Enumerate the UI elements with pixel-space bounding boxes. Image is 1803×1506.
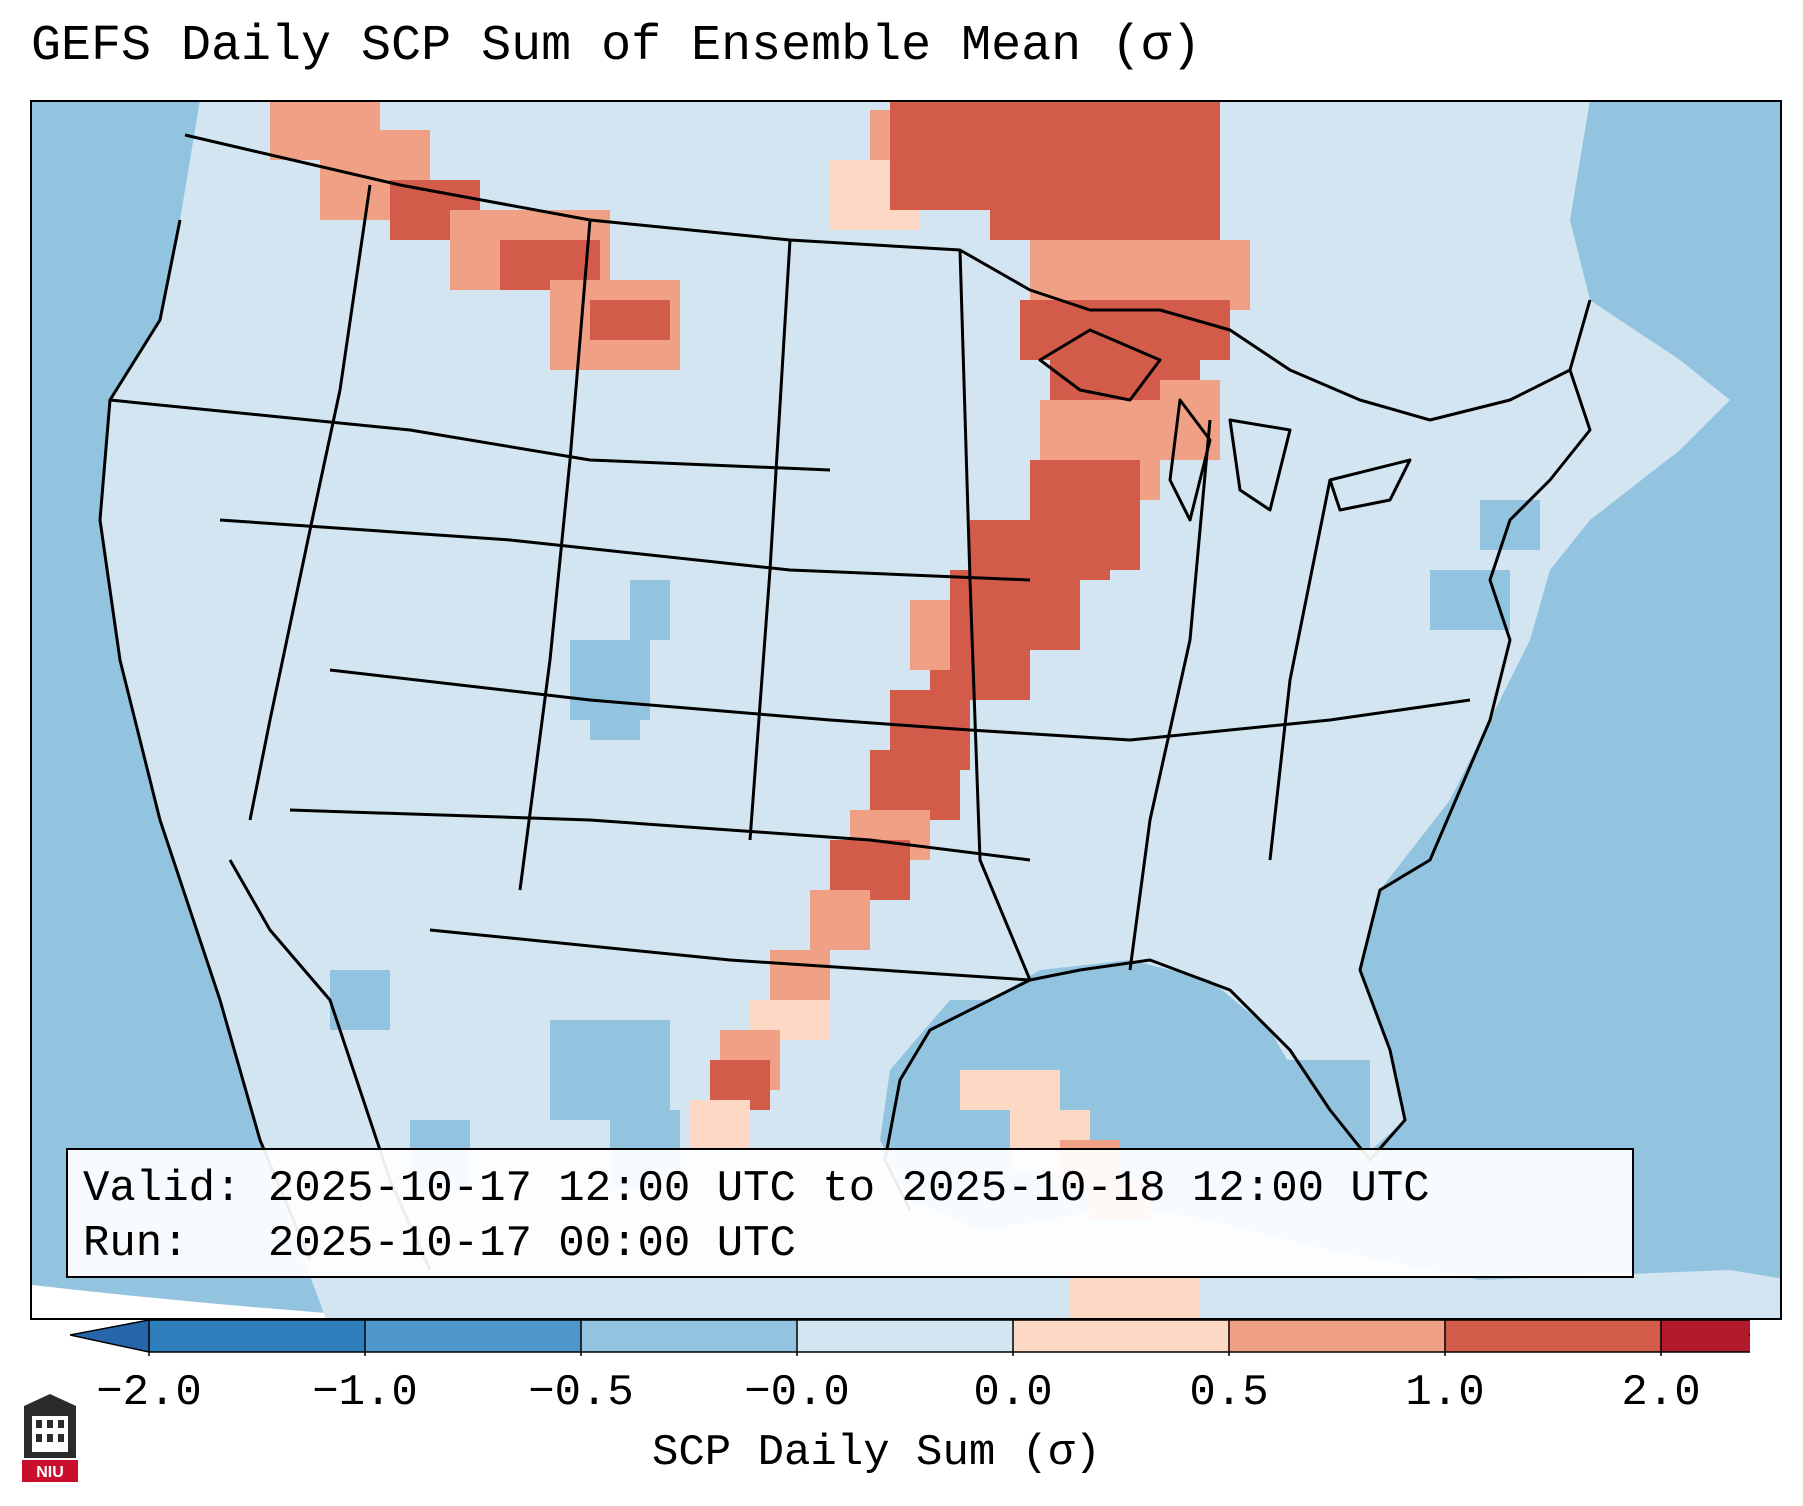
great-lakes xyxy=(1038,328,1412,522)
map-panel xyxy=(30,100,1782,1320)
anomaly-block xyxy=(1030,240,1250,310)
map-frame xyxy=(30,100,1782,1320)
state-line-6 xyxy=(248,184,372,821)
valid-value: 2025-10-17 12:00 UTC to 2025-10-18 12:00… xyxy=(267,1164,1430,1214)
run-value: 2025-10-17 00:00 UTC xyxy=(267,1219,796,1269)
anomaly-block xyxy=(630,580,670,640)
colorbar-tick-label: −1.0 xyxy=(312,1368,418,1418)
logo-text: NIU xyxy=(36,1464,64,1481)
colorbar-tick-label: 0.0 xyxy=(973,1368,1053,1418)
colorbar-segment xyxy=(1013,1320,1229,1352)
anomaly-block xyxy=(1480,500,1540,550)
colorbar-tick-label: −0.5 xyxy=(528,1368,634,1418)
colorbar-segment xyxy=(1445,1320,1661,1352)
anomaly-block xyxy=(990,100,1220,240)
anomaly-block xyxy=(1160,380,1220,460)
state-line-2 xyxy=(219,518,1031,582)
colorbar-segment xyxy=(149,1320,365,1352)
logo-banner xyxy=(22,1460,78,1482)
state-line-3 xyxy=(329,668,971,732)
state-line-11 xyxy=(1268,479,1332,861)
colorbar-segment xyxy=(581,1320,797,1352)
anomaly-block xyxy=(550,1020,670,1120)
colorbar-segment xyxy=(1229,1320,1445,1352)
colorbar xyxy=(70,1319,1750,1356)
west-coast xyxy=(98,219,312,1261)
state-line-5 xyxy=(429,928,1031,982)
anomaly-block xyxy=(590,700,640,740)
state-line-1 xyxy=(109,398,831,472)
anomaly-block xyxy=(910,600,950,670)
coastlines-and-borders xyxy=(98,133,1592,1271)
colorbar-tick-label: 2.0 xyxy=(1621,1368,1701,1418)
state-line-8 xyxy=(748,239,792,841)
colorbar-tick-label: −2.0 xyxy=(96,1368,202,1418)
colorbar-segment xyxy=(797,1320,1013,1352)
plot-title: GEFS Daily SCP Sum of Ensemble Mean (σ) xyxy=(31,18,1202,75)
anomaly-block xyxy=(960,1070,1060,1110)
anomaly-block xyxy=(870,750,960,820)
state-line-9 xyxy=(958,249,1032,981)
anomaly-block xyxy=(590,300,670,340)
colorbar-tick-label: 0.5 xyxy=(1189,1368,1269,1418)
valid-label: Valid: xyxy=(83,1164,242,1214)
colorbar-tick-label: 1.0 xyxy=(1405,1368,1485,1418)
niu-logo: NIU xyxy=(22,1394,78,1482)
colorbar-under-extension xyxy=(70,1320,149,1352)
anomaly-block xyxy=(1670,1230,1750,1270)
anomaly-block xyxy=(1070,1270,1200,1320)
colorbar-label: SCP Daily Sum (σ) xyxy=(652,1428,1101,1478)
validity-info-box: Valid: 2025-10-17 12:00 UTC to 2025-10-1… xyxy=(66,1148,1634,1278)
anomaly-block xyxy=(330,970,390,1030)
colorbar-segment xyxy=(365,1320,581,1352)
anomaly-block xyxy=(690,1100,750,1150)
gulf-and-atlantic-coast xyxy=(883,369,1592,1211)
state-line-4 xyxy=(289,808,1031,862)
colorbar-segment xyxy=(1661,1320,1750,1352)
state-line-12 xyxy=(969,698,1471,742)
state-line-10 xyxy=(1128,419,1212,971)
colorbar-tick-label: −0.0 xyxy=(744,1368,850,1418)
run-label: Run: xyxy=(83,1219,189,1269)
scp-anomaly-field xyxy=(270,100,1750,1320)
state-line-7 xyxy=(518,219,592,891)
anomaly-block xyxy=(810,890,870,950)
us-canada-border xyxy=(184,133,1592,422)
